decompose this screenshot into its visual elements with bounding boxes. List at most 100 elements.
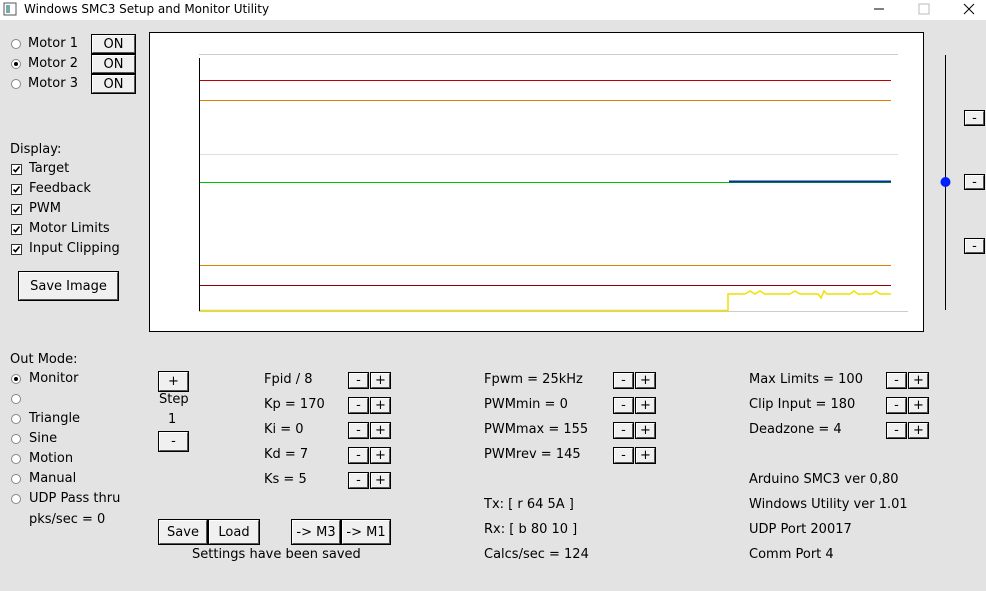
action-button[interactable]: -> M1 [341, 519, 391, 545]
step-label: Step [159, 392, 189, 407]
maximize[interactable] [918, 3, 930, 15]
decrease-button[interactable]: - [886, 372, 907, 389]
radio-button[interactable] [11, 434, 21, 444]
increase-button[interactable]: + [370, 372, 391, 389]
parameter: Fpid / 8 [264, 372, 313, 387]
title-bar: Windows SMC3 Setup and Monitor Utility [0, 0, 986, 20]
action-button[interactable]: Save [158, 519, 208, 545]
decrease-button[interactable]: - [613, 397, 634, 414]
info-text: Arduino SMC3 ver 0,80 [749, 472, 899, 487]
motor-label: Motor 2 [28, 56, 78, 71]
status-text: Settings have been saved [192, 547, 361, 562]
out-mode-title: Out Mode: [10, 352, 78, 367]
decrease-button[interactable]: - [613, 422, 634, 439]
increase-button[interactable]: + [370, 397, 391, 414]
parameter: PWMrev = 145 [484, 447, 581, 462]
slider-button[interactable]: - [964, 110, 985, 126]
increase-button[interactable]: + [635, 372, 656, 389]
radio-button[interactable] [11, 414, 21, 424]
plot-area [149, 32, 924, 332]
parameter: Fpwm = 25kHz [484, 372, 583, 387]
increase-button[interactable]: + [908, 397, 929, 414]
save-image-button[interactable]: Save Image [18, 271, 119, 301]
checkbox[interactable] [11, 184, 22, 195]
step-down-button[interactable]: - [158, 431, 189, 452]
motor-label: Motor 3 [28, 76, 78, 91]
checkbox[interactable] [11, 164, 22, 175]
display-option: Input Clipping [29, 241, 120, 256]
checkbox[interactable] [11, 224, 22, 235]
decrease-button[interactable]: - [348, 397, 369, 414]
display-option: Feedback [29, 181, 91, 196]
radio-button[interactable] [11, 454, 21, 464]
decrease-button[interactable]: - [348, 372, 369, 389]
decrease-button[interactable]: - [348, 447, 369, 464]
radio-button[interactable] [11, 494, 21, 504]
action-button[interactable]: Load [208, 519, 260, 545]
motor-on-button[interactable]: ON [91, 34, 136, 54]
parameter: Max Limits = 100 [749, 372, 863, 387]
plot-line [200, 289, 891, 312]
slider-thumb[interactable] [940, 177, 951, 187]
info-text: Windows Utility ver 1.01 [749, 497, 908, 512]
decrease-button[interactable]: - [886, 422, 907, 439]
slider-button[interactable]: - [964, 174, 985, 190]
slider-button[interactable]: - [964, 238, 985, 254]
info-text: UDP Port 20017 [749, 522, 852, 537]
decrease-button[interactable]: - [613, 372, 634, 389]
increase-button[interactable]: + [370, 472, 391, 489]
out-mode-option: Sine [29, 431, 58, 446]
increase-button[interactable]: + [370, 422, 391, 439]
increase-button[interactable]: + [908, 372, 929, 389]
decrease-button[interactable]: - [348, 422, 369, 439]
out-mode-option: Monitor [29, 371, 79, 386]
increase-button[interactable]: + [908, 422, 929, 439]
decrease-button[interactable]: - [348, 472, 369, 489]
radio-button[interactable] [11, 474, 21, 484]
checkbox[interactable] [11, 244, 22, 255]
radio-button[interactable] [11, 394, 21, 404]
radio-button[interactable] [11, 59, 21, 69]
comm-status: Tx: [ r 64 5A ] [484, 497, 574, 512]
increase-button[interactable]: + [370, 447, 391, 464]
radio-button[interactable] [11, 39, 21, 49]
parameter: Deadzone = 4 [749, 422, 842, 437]
display-option: PWM [29, 201, 61, 216]
display-title: Display: [10, 142, 62, 157]
window-title: Windows SMC3 Setup and Monitor Utility [24, 2, 270, 16]
step-up-button[interactable]: + [158, 371, 189, 392]
out-mode-option: Motion [29, 451, 74, 466]
comm-status: Rx: [ b 80 10 ] [484, 522, 578, 537]
radio-button[interactable] [11, 79, 21, 89]
motor-on-button[interactable]: ON [91, 54, 136, 74]
parameter: PWMmax = 155 [484, 422, 589, 437]
info-text: Comm Port 4 [749, 547, 834, 562]
increase-button[interactable]: + [635, 447, 656, 464]
out-mode-option: Triangle [29, 411, 81, 426]
increase-button[interactable]: + [635, 397, 656, 414]
decrease-button[interactable]: - [613, 447, 634, 464]
comm-status: Calcs/sec = 124 [484, 547, 589, 562]
display-option: Target [29, 161, 70, 176]
motor-label: Motor 1 [28, 36, 78, 51]
parameter: Clip Input = 180 [749, 397, 856, 412]
decrease-button[interactable]: - [886, 397, 907, 414]
action-button[interactable]: -> M3 [291, 519, 341, 545]
parameter: Ks = 5 [264, 472, 307, 487]
radio-button[interactable] [11, 374, 21, 384]
parameter: Kd = 7 [264, 447, 309, 462]
title-icons [3, 2, 975, 16]
display-option: Motor Limits [29, 221, 110, 236]
increase-button[interactable]: + [635, 422, 656, 439]
packet-rate: pks/sec = 0 [29, 512, 106, 527]
checkbox[interactable] [11, 204, 22, 215]
out-mode-option: Manual [29, 471, 77, 486]
parameter: PWMmin = 0 [484, 397, 568, 412]
step-value: 1 [168, 412, 177, 427]
close[interactable] [963, 3, 975, 15]
motor-on-button[interactable]: ON [91, 74, 136, 94]
out-mode-option: UDP Pass thru [29, 491, 121, 506]
parameter: Kp = 170 [264, 397, 325, 412]
